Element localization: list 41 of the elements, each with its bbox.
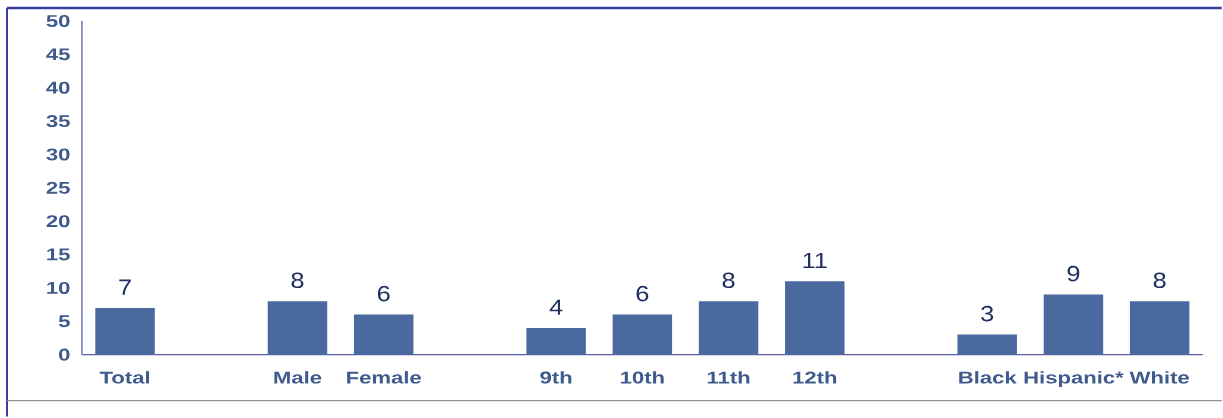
- bar: [95, 308, 155, 355]
- data-label: 6: [377, 286, 390, 302]
- y-tick-label: 25: [46, 182, 70, 195]
- data-label: 3: [981, 306, 994, 322]
- bar: [785, 281, 845, 355]
- bar: [1043, 294, 1104, 355]
- x-tick-label: Total: [99, 371, 150, 384]
- bar: [1129, 301, 1190, 355]
- bar: [526, 328, 586, 355]
- data-label: 8: [291, 272, 304, 289]
- x-tick-label: 9th: [540, 371, 572, 384]
- x-tick-label: Black: [959, 371, 1017, 384]
- y-tick-label: 5: [58, 315, 70, 328]
- y-tick-label: 10: [47, 282, 70, 295]
- y-tick-label: 35: [46, 115, 70, 128]
- data-label: 8: [722, 272, 735, 289]
- data-label: 11: [803, 253, 827, 269]
- y-tick-label: 30: [46, 148, 70, 161]
- data-label: 8: [1153, 272, 1166, 289]
- y-tick-label: 50: [46, 15, 70, 28]
- bar: [957, 334, 1017, 355]
- data-label: 6: [636, 286, 649, 302]
- bar: [612, 314, 673, 355]
- x-tick-label: Male: [274, 371, 322, 384]
- data-label: 9: [1067, 266, 1080, 282]
- data-label: 4: [549, 299, 563, 315]
- bar: [698, 301, 759, 355]
- x-tick-label: 10th: [621, 371, 664, 384]
- y-tick-label: 45: [46, 48, 70, 61]
- x-tick-label: 11th: [707, 371, 750, 384]
- y-tick-label: 20: [46, 215, 70, 228]
- x-tick-label: White: [1129, 371, 1189, 384]
- x-tick-label: Hispanic*: [1024, 371, 1124, 388]
- bar: [267, 301, 328, 355]
- bar: [353, 314, 414, 355]
- data-label: 7: [119, 279, 131, 295]
- y-tick-label: 15: [47, 248, 70, 261]
- y-tick-label: 40: [46, 81, 70, 94]
- y-tick-label: 0: [59, 348, 70, 361]
- x-tick-label: Female: [347, 371, 421, 384]
- x-tick-label: 12th: [793, 371, 837, 384]
